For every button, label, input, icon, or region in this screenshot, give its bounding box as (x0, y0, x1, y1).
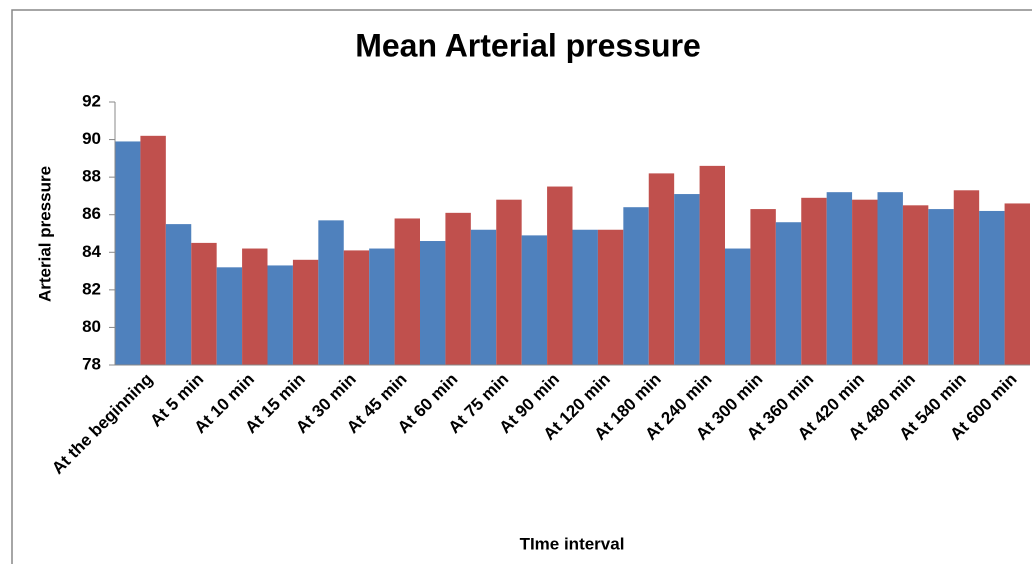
bar (623, 207, 649, 365)
bar (775, 222, 802, 365)
chart-title: Mean Arterial pressure (355, 27, 701, 63)
bar (216, 267, 243, 365)
bar (648, 173, 675, 365)
bar (597, 229, 624, 365)
y-tick-label: 84 (82, 242, 101, 261)
bar (725, 248, 751, 365)
y-tick-label: 86 (82, 204, 101, 223)
bar (115, 141, 141, 365)
bar (902, 205, 929, 365)
y-tick-label: 80 (82, 317, 101, 336)
bar (496, 199, 522, 365)
bar (165, 224, 192, 365)
y-tick-label: 82 (82, 279, 101, 298)
bar (470, 229, 497, 365)
bar (979, 210, 1005, 365)
bar (547, 186, 573, 365)
bar (852, 199, 878, 365)
bar (572, 229, 598, 365)
bar (292, 259, 319, 365)
x-axis-title: TIme interval (520, 534, 625, 553)
bar (699, 165, 725, 365)
bar (191, 242, 217, 365)
bar (242, 248, 268, 365)
y-tick-label: 78 (82, 354, 101, 373)
bar (394, 218, 420, 365)
bar (877, 192, 903, 365)
bar (953, 190, 980, 365)
bar (343, 250, 370, 365)
y-tick-label: 90 (82, 129, 101, 148)
bar (521, 235, 548, 365)
y-tick-label: 92 (82, 91, 101, 110)
y-axis-title: Arterial pressure (35, 166, 54, 302)
bar (826, 192, 853, 365)
bar (801, 197, 827, 365)
bar (267, 265, 293, 365)
bar (928, 209, 954, 365)
bar (318, 220, 344, 365)
y-tick-label: 88 (82, 167, 101, 186)
bar (674, 194, 700, 365)
bar (369, 248, 395, 365)
bar (445, 212, 471, 365)
bar (750, 209, 776, 365)
bar (420, 241, 446, 365)
bar (140, 135, 166, 365)
bar (1004, 203, 1030, 365)
